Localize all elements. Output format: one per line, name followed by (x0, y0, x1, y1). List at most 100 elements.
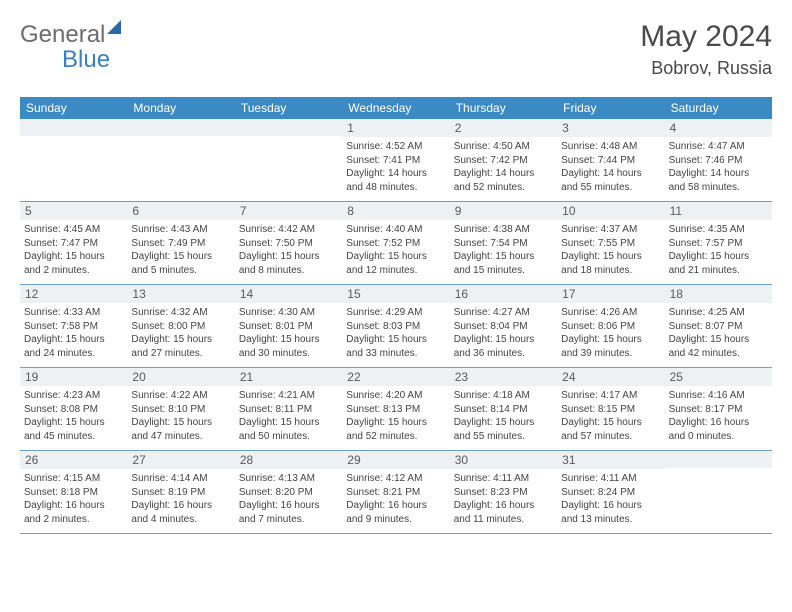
sunset-text: Sunset: 8:00 PM (131, 320, 230, 334)
day-cell: 26Sunrise: 4:15 AMSunset: 8:18 PMDayligh… (20, 451, 127, 533)
daylight-text: Daylight: 15 hours and 55 minutes. (454, 416, 553, 443)
day-number: 5 (20, 202, 127, 220)
sunrise-text: Sunrise: 4:45 AM (24, 223, 123, 237)
sunset-text: Sunset: 7:41 PM (346, 154, 445, 168)
daylight-text: Daylight: 15 hours and 42 minutes. (669, 333, 768, 360)
sunrise-text: Sunrise: 4:27 AM (454, 306, 553, 320)
day-number: 21 (235, 368, 342, 386)
sunset-text: Sunset: 8:06 PM (561, 320, 660, 334)
weekday-sunday: Sunday (20, 97, 127, 119)
daylight-text: Daylight: 16 hours and 0 minutes. (669, 416, 768, 443)
sunset-text: Sunset: 7:47 PM (24, 237, 123, 251)
day-cell: 12Sunrise: 4:33 AMSunset: 7:58 PMDayligh… (20, 285, 127, 367)
day-number: 24 (557, 368, 664, 386)
calendar-page: GeneralBlue May 2024 Bobrov, Russia Sund… (0, 0, 792, 544)
sunset-text: Sunset: 7:58 PM (24, 320, 123, 334)
sunset-text: Sunset: 8:01 PM (239, 320, 338, 334)
sunrise-text: Sunrise: 4:23 AM (24, 389, 123, 403)
day-cell: 19Sunrise: 4:23 AMSunset: 8:08 PMDayligh… (20, 368, 127, 450)
day-number: 7 (235, 202, 342, 220)
day-cell: 18Sunrise: 4:25 AMSunset: 8:07 PMDayligh… (665, 285, 772, 367)
day-cell: 27Sunrise: 4:14 AMSunset: 8:19 PMDayligh… (127, 451, 234, 533)
weekday-monday: Monday (127, 97, 234, 119)
calendar-grid: Sunday Monday Tuesday Wednesday Thursday… (20, 97, 772, 534)
daylight-text: Daylight: 15 hours and 33 minutes. (346, 333, 445, 360)
daylight-text: Daylight: 14 hours and 58 minutes. (669, 167, 768, 194)
day-cell: 1Sunrise: 4:52 AMSunset: 7:41 PMDaylight… (342, 119, 449, 201)
daylight-text: Daylight: 14 hours and 55 minutes. (561, 167, 660, 194)
weekday-thursday: Thursday (450, 97, 557, 119)
sunset-text: Sunset: 7:46 PM (669, 154, 768, 168)
day-number: 19 (20, 368, 127, 386)
sunrise-text: Sunrise: 4:22 AM (131, 389, 230, 403)
sunset-text: Sunset: 7:49 PM (131, 237, 230, 251)
day-cell: 28Sunrise: 4:13 AMSunset: 8:20 PMDayligh… (235, 451, 342, 533)
day-number: 3 (557, 119, 664, 137)
sunrise-text: Sunrise: 4:38 AM (454, 223, 553, 237)
sunrise-text: Sunrise: 4:52 AM (346, 140, 445, 154)
sunrise-text: Sunrise: 4:30 AM (239, 306, 338, 320)
daylight-text: Daylight: 15 hours and 21 minutes. (669, 250, 768, 277)
sunrise-text: Sunrise: 4:26 AM (561, 306, 660, 320)
day-cell: 15Sunrise: 4:29 AMSunset: 8:03 PMDayligh… (342, 285, 449, 367)
day-number: 18 (665, 285, 772, 303)
day-cell: 6Sunrise: 4:43 AMSunset: 7:49 PMDaylight… (127, 202, 234, 284)
daylight-text: Daylight: 14 hours and 52 minutes. (454, 167, 553, 194)
daylight-text: Daylight: 15 hours and 2 minutes. (24, 250, 123, 277)
brand-logo: GeneralBlue (20, 20, 121, 72)
header: GeneralBlue May 2024 Bobrov, Russia (20, 20, 772, 79)
sunset-text: Sunset: 8:24 PM (561, 486, 660, 500)
day-cell: 24Sunrise: 4:17 AMSunset: 8:15 PMDayligh… (557, 368, 664, 450)
sunset-text: Sunset: 7:55 PM (561, 237, 660, 251)
sunset-text: Sunset: 8:14 PM (454, 403, 553, 417)
day-cell: 14Sunrise: 4:30 AMSunset: 8:01 PMDayligh… (235, 285, 342, 367)
daylight-text: Daylight: 15 hours and 45 minutes. (24, 416, 123, 443)
day-number: 4 (665, 119, 772, 137)
day-cell: 2Sunrise: 4:50 AMSunset: 7:42 PMDaylight… (450, 119, 557, 201)
day-number: 10 (557, 202, 664, 220)
sunrise-text: Sunrise: 4:20 AM (346, 389, 445, 403)
day-cell: 17Sunrise: 4:26 AMSunset: 8:06 PMDayligh… (557, 285, 664, 367)
week-row: 1 Sunrise: 4:52 AMSunset: 7:41 PM Daylight… (20, 119, 772, 202)
day-number: 20 (127, 368, 234, 386)
sunrise-text: Sunrise: 4:21 AM (239, 389, 338, 403)
day-cell: 29Sunrise: 4:12 AMSunset: 8:21 PMDayligh… (342, 451, 449, 533)
day-cell: 30Sunrise: 4:11 AMSunset: 8:23 PMDayligh… (450, 451, 557, 533)
day-number: 9 (450, 202, 557, 220)
daylight-text: Daylight: 16 hours and 13 minutes. (561, 499, 660, 526)
sunrise-text: Sunrise: 4:16 AM (669, 389, 768, 403)
day-number (235, 119, 342, 136)
sunset-text: Sunset: 8:15 PM (561, 403, 660, 417)
weeks-container: 1 Sunrise: 4:52 AMSunset: 7:41 PM Daylight… (20, 119, 772, 534)
month-title: May 2024 (640, 20, 772, 54)
daylight-text: Daylight: 15 hours and 30 minutes. (239, 333, 338, 360)
day-number: 1 (342, 119, 449, 137)
brand-part1: General (20, 21, 105, 48)
day-cell: 31Sunrise: 4:11 AMSunset: 8:24 PMDayligh… (557, 451, 664, 533)
weekday-header-row: Sunday Monday Tuesday Wednesday Thursday… (20, 97, 772, 119)
sunrise-text: Sunrise: 4:35 AM (669, 223, 768, 237)
day-cell: 21 Sunrise: 4:21 AMSunset: 8:11 PMDayligh… (235, 368, 342, 450)
title-group: May 2024 Bobrov, Russia (640, 20, 772, 79)
sunset-text: Sunset: 8:11 PM (239, 403, 338, 417)
day-number: 13 (127, 285, 234, 303)
sunset-text: Sunset: 8:17 PM (669, 403, 768, 417)
daylight-text: Daylight: 15 hours and 8 minutes. (239, 250, 338, 277)
daylight-text: Daylight: 16 hours and 11 minutes. (454, 499, 553, 526)
day-cell: 4Sunrise: 4:47 AMSunset: 7:46 PMDaylight… (665, 119, 772, 201)
day-cell: 13Sunrise: 4:32 AMSunset: 8:00 PMDayligh… (127, 285, 234, 367)
day-number (665, 451, 772, 468)
sunrise-text: Sunrise: 4:13 AM (239, 472, 338, 486)
triangle-icon (107, 20, 121, 34)
sunset-text: Sunset: 8:21 PM (346, 486, 445, 500)
daylight-text: Daylight: 15 hours and 50 minutes. (239, 416, 338, 443)
day-number: 2 (450, 119, 557, 137)
day-number: 28 (235, 451, 342, 469)
day-cell: 22Sunrise: 4:20 AMSunset: 8:13 PMDayligh… (342, 368, 449, 450)
sunrise-text: Sunrise: 4:40 AM (346, 223, 445, 237)
week-row: 12Sunrise: 4:33 AMSunset: 7:58 PMDayligh… (20, 285, 772, 368)
sunrise-text: Sunrise: 4:25 AM (669, 306, 768, 320)
day-cell: 25Sunrise: 4:16 AMSunset: 8:17 PMDayligh… (665, 368, 772, 450)
sunset-text: Sunset: 7:54 PM (454, 237, 553, 251)
day-cell: 11Sunrise: 4:35 AMSunset: 7:57 PMDayligh… (665, 202, 772, 284)
